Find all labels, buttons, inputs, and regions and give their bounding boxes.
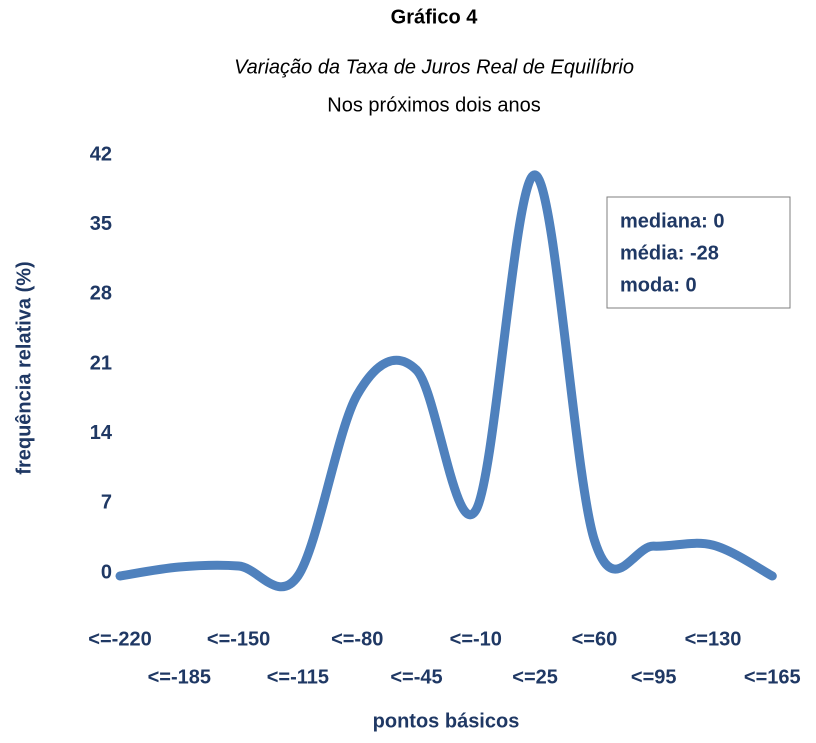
x-tick-label: <=-115 bbox=[267, 666, 329, 688]
x-tick-label: <=165 bbox=[744, 666, 801, 688]
x-tick-label: <=-185 bbox=[148, 666, 211, 688]
line bbox=[115, 170, 777, 592]
y-tick-label: 42 bbox=[90, 143, 112, 165]
chart-subtitle: Nos próximos dois anos bbox=[327, 94, 540, 116]
y-tick-label: 35 bbox=[90, 213, 112, 235]
x-tick-label: <=-220 bbox=[88, 628, 151, 650]
annotation: mediana: 0 bbox=[620, 210, 724, 232]
annotation-box bbox=[606, 196, 791, 309]
y-tick-label: 7 bbox=[101, 492, 112, 514]
x-tick-label: <=95 bbox=[631, 666, 677, 688]
y-tick-label: 14 bbox=[90, 422, 113, 444]
chart-subtitle: Variação da Taxa de Juros Real de Equilí… bbox=[234, 56, 634, 78]
annotation: moda: 0 bbox=[620, 274, 697, 296]
x-tick-label: <=-80 bbox=[331, 628, 383, 650]
x-tick-label: <=-150 bbox=[207, 628, 270, 650]
x-tick-label: <=-10 bbox=[450, 628, 502, 650]
y-axis-title: frequência relativa (%) bbox=[13, 261, 35, 474]
y-tick-label: 28 bbox=[90, 283, 112, 305]
x-tick-label: <=-45 bbox=[390, 666, 442, 688]
x-tick-label: <=25 bbox=[512, 666, 558, 688]
x-axis-title: pontos básicos bbox=[373, 710, 520, 732]
annotation: média: -28 bbox=[620, 242, 719, 264]
chart-title: Gráfico 4 bbox=[391, 6, 479, 28]
y-tick-label: 0 bbox=[101, 561, 112, 583]
x-tick-label: <=60 bbox=[572, 628, 618, 650]
y-tick-label: 21 bbox=[90, 352, 112, 374]
x-tick-label: <=130 bbox=[685, 628, 742, 650]
